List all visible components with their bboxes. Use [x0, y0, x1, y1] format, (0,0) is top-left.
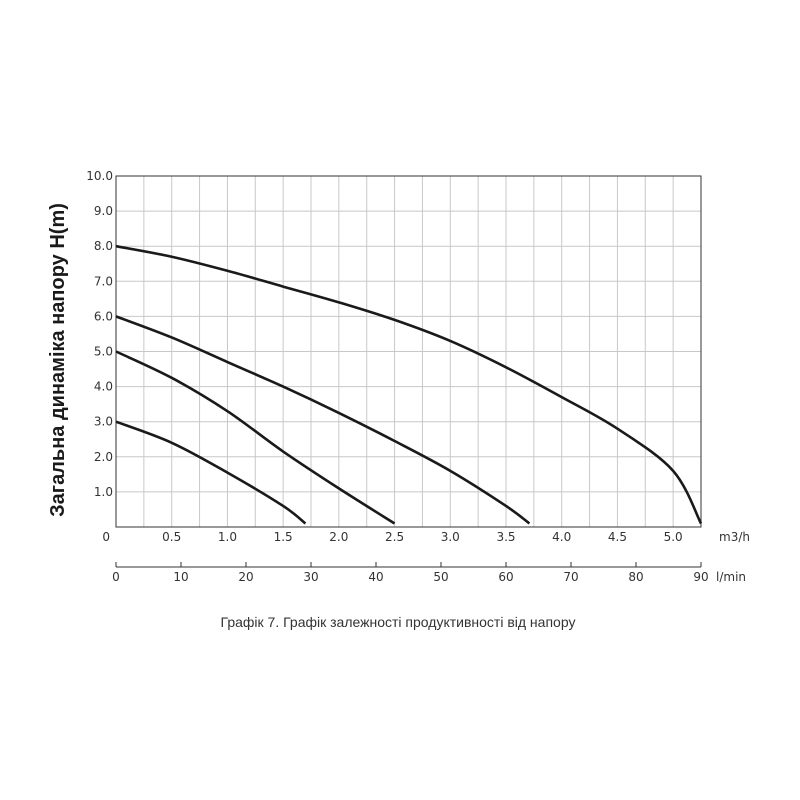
- curves: [115, 244, 703, 525]
- secondary-x-tick-label: 60: [498, 570, 513, 584]
- secondary-x-tick-label: 80: [628, 570, 643, 584]
- secondary-x-axis-unit-label: l/min: [716, 570, 746, 584]
- secondary-x-tick-label: 50: [433, 570, 448, 584]
- y-tick-label: 2.0: [94, 450, 113, 464]
- secondary-x-tick-label: 10: [173, 570, 188, 584]
- y-tick-label: 3.0: [94, 415, 113, 429]
- secondary-x-tick-label: 0: [112, 570, 120, 584]
- y-tick-label: 5.0: [94, 345, 113, 359]
- y-tick-label: 4.0: [94, 380, 113, 394]
- x-tick-labels: 0 0.5 1.0 1.5 2.0 2.5 3.0 3.5 4.0 4.5 5.0: [102, 530, 682, 544]
- x-tick-label: 4.5: [608, 530, 627, 544]
- x-tick-label: 0.5: [162, 530, 181, 544]
- x-tick-label: 4.0: [552, 530, 571, 544]
- y-tick-label: 10.0: [86, 169, 113, 183]
- secondary-x-tick-label: 90: [693, 570, 708, 584]
- x-tick-label: 2.5: [385, 530, 404, 544]
- chart-caption: Графік 7. Графік залежності продуктивнос…: [221, 614, 576, 630]
- grid-lines: [116, 176, 701, 527]
- x-tick-label: 1.5: [274, 530, 293, 544]
- x-tick-label: 3.5: [496, 530, 515, 544]
- y-tick-label: 7.0: [94, 274, 113, 288]
- secondary-x-tick-label: 20: [238, 570, 253, 584]
- series-line-4: [115, 244, 703, 525]
- x-tick-label: 5.0: [664, 530, 683, 544]
- y-tick-label: 1.0: [94, 485, 113, 499]
- x-tick-label: 2.0: [329, 530, 348, 544]
- secondary-x-tick-label: 40: [368, 570, 383, 584]
- secondary-x-tick-label: 30: [303, 570, 318, 584]
- x-axis-unit-label: m3/h: [719, 530, 750, 544]
- x-tick-label: 1.0: [218, 530, 237, 544]
- x-tick-label: 0: [102, 530, 110, 544]
- y-axis-label: Загальна динаміка напору H(m): [47, 203, 69, 517]
- y-tick-labels: 1.0 2.0 3.0 4.0 5.0 6.0 7.0 8.0 9.0 10.0: [86, 169, 113, 499]
- series-line-2: [115, 350, 396, 525]
- y-tick-label: 9.0: [94, 204, 113, 218]
- y-tick-label: 6.0: [94, 309, 113, 323]
- series-line-3: [115, 315, 531, 525]
- y-tick-label: 8.0: [94, 239, 113, 253]
- series-line-1: [115, 420, 307, 525]
- x-tick-label: 3.0: [441, 530, 460, 544]
- secondary-x-tick-label: 70: [563, 570, 578, 584]
- secondary-x-ticks: 0 10 20 30 40 50 60 70 80 90: [112, 562, 709, 584]
